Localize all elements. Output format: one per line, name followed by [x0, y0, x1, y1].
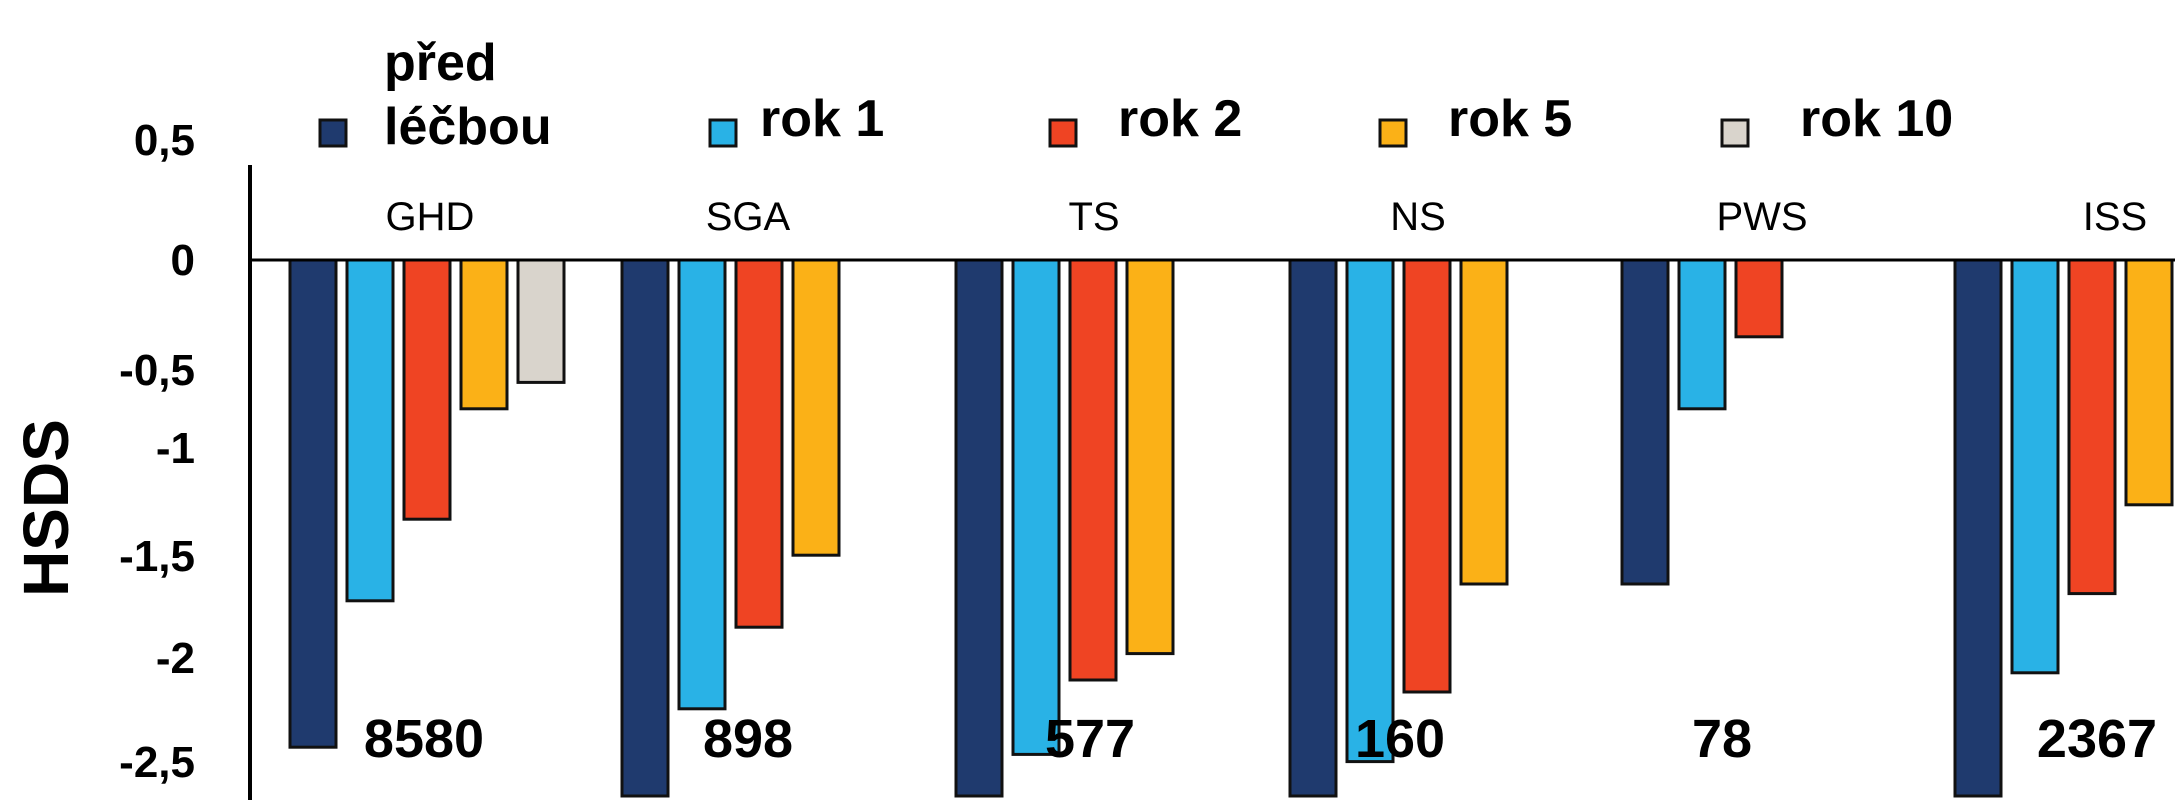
category-label: TS: [1068, 195, 1119, 239]
bar-rok-2-TS: [1068, 258, 1118, 682]
bar-rok-5-SGA: [791, 258, 841, 557]
bar-rok-5-GHD: [459, 258, 509, 411]
y-tick-label: -2,5: [119, 738, 195, 787]
bar-rok-10-GHD: [516, 258, 566, 384]
y-tick-label: 0: [171, 236, 195, 285]
bar-rok-5-TS: [1125, 258, 1175, 656]
bar-rok-2-ISS: [2067, 258, 2117, 596]
legend-label: rok 10: [1800, 90, 1953, 148]
bar-rok-2-NS: [1402, 258, 1452, 694]
category-label: PWS: [1716, 195, 1807, 239]
count-label: 8580: [364, 709, 484, 769]
category-label: GHD: [386, 195, 475, 239]
legend-label: před: [384, 34, 497, 92]
legend-item: rok 5: [1378, 90, 1572, 148]
bars: [288, 258, 2174, 798]
bar-před-léčbou-GHD: [288, 258, 338, 749]
legend-swatch: [1378, 118, 1408, 148]
legend: před léčbou rok 1 rok 2 rok 5 rok 10: [318, 34, 1953, 156]
count-label: 160: [1355, 709, 1445, 769]
legend-item: před léčbou: [318, 34, 552, 156]
category-label: SGA: [706, 195, 791, 239]
bar-před-léčbou-NS: [1288, 258, 1338, 798]
count-label: 577: [1045, 709, 1135, 769]
bar-před-léčbou-ISS: [1953, 258, 2003, 798]
bar-rok-2-PWS: [1734, 258, 1784, 339]
legend-swatch: [1048, 118, 1078, 148]
legend-label: rok 2: [1118, 90, 1242, 148]
y-axis-label: HSDS: [10, 419, 82, 597]
legend-swatch: [708, 118, 738, 148]
category-label: ISS: [2083, 195, 2147, 239]
legend-label: rok 5: [1448, 90, 1572, 148]
legend-label: léčbou: [384, 98, 552, 156]
bar-rok-1-ISS: [2010, 258, 2060, 675]
bar-rok-1-NS: [1345, 258, 1395, 764]
bar-rok-1-TS: [1011, 258, 1061, 756]
bar-před-léčbou-PWS: [1620, 258, 1670, 586]
legend-swatch: [318, 118, 348, 148]
legend-item: rok 10: [1720, 90, 1953, 148]
bar-rok-2-GHD: [402, 258, 452, 521]
legend-item: rok 2: [1048, 90, 1242, 148]
category-label: NS: [1390, 195, 1446, 239]
y-tick-label: 0,5: [134, 116, 195, 165]
axes: [248, 165, 2175, 800]
y-tick-label: -1,5: [119, 532, 195, 581]
bar-rok-1-PWS: [1677, 258, 1727, 411]
y-tick-label: -1: [156, 424, 195, 473]
count-label: 898: [703, 709, 793, 769]
count-label: 2367: [2037, 709, 2157, 769]
bar-rok-1-SGA: [677, 258, 727, 711]
legend-item: rok 1: [708, 90, 884, 148]
legend-label: rok 1: [760, 90, 884, 148]
legend-swatch: [1720, 118, 1750, 148]
bar-rok-2-SGA: [734, 258, 784, 629]
bar-rok-5-NS: [1459, 258, 1509, 586]
bar-rok-5-ISS: [2124, 258, 2174, 507]
y-tick-label: -2: [156, 634, 195, 683]
bar-rok-1-GHD: [345, 258, 395, 603]
bar-před-léčbou-SGA: [620, 258, 670, 798]
count-label: 78: [1692, 709, 1752, 769]
bar-před-léčbou-TS: [954, 258, 1004, 798]
y-tick-label: -0,5: [119, 346, 195, 395]
